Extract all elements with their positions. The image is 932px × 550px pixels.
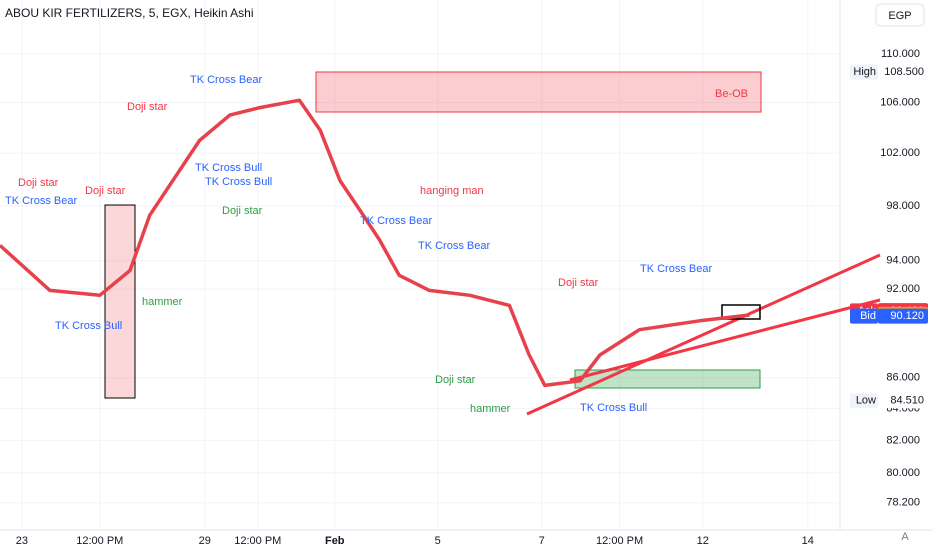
annotation: TK Cross Bear (640, 263, 712, 275)
price-line (0, 98, 750, 388)
y-tick-label: 106.000 (880, 97, 920, 109)
annotation: TK Cross Bear (418, 240, 490, 252)
annotation: TK Cross Bull (55, 320, 122, 332)
price-tag-name: High (853, 66, 876, 78)
y-tick-label: 102.000 (880, 147, 920, 159)
price-tag-value: 84.510 (890, 395, 924, 407)
annotation: hanging man (420, 185, 484, 197)
x-tick-label: 12:00 PM (234, 535, 281, 547)
trend-line (569, 298, 881, 382)
price-tag (878, 308, 928, 324)
price-tag-name-bg (850, 308, 878, 324)
y-tick-label: 86.000 (886, 372, 920, 384)
overlays (104, 71, 881, 416)
price-tag (878, 393, 928, 409)
y-tick-label: 92.000 (886, 283, 920, 295)
x-tick-label: 12:00 PM (76, 535, 123, 547)
annotation: Doji star (558, 277, 599, 289)
x-tick-label: 23 (16, 535, 28, 547)
annotation: Doji star (18, 177, 59, 189)
order-block (315, 71, 762, 113)
price-tag-name-bg (850, 393, 878, 409)
grid (0, 0, 840, 530)
price-tag-value: 108.500 (884, 66, 924, 78)
price-tag-name: Low (856, 395, 876, 407)
auto-scale[interactable]: A (901, 531, 909, 543)
annotation: Doji star (435, 374, 476, 386)
current-box (721, 304, 761, 320)
currency[interactable]: EGP (888, 10, 911, 22)
annotation: Doji star (222, 205, 263, 217)
annotation: Doji star (127, 101, 168, 113)
trend-line (526, 253, 881, 416)
y-tick-label: 80.000 (886, 467, 920, 479)
x-tick-label: 12 (697, 535, 709, 547)
price-tag-value: 90.120 (890, 310, 924, 322)
x-tick-label: 29 (199, 535, 211, 547)
y-tick-label: 82.000 (886, 434, 920, 446)
price-tag (878, 64, 928, 80)
y-tick-label: 98.000 (886, 200, 920, 212)
annotation: hammer (142, 296, 183, 308)
zone-label: Be-OB (715, 88, 748, 100)
y-tick-label: 94.000 (886, 255, 920, 267)
annotation: TK Cross Bull (580, 402, 647, 414)
annotation: TK Cross Bear (5, 195, 77, 207)
x-tick-label: 12:00 PM (596, 535, 643, 547)
currency-box[interactable] (875, 3, 925, 27)
highlight-box (104, 204, 136, 399)
price-tag-name: Bid (860, 310, 876, 322)
x-tick-label: 7 (539, 535, 545, 547)
price-tag-name-bg (850, 64, 878, 80)
x-tick-label: 5 (435, 535, 441, 547)
annotation: TK Cross Bull (205, 176, 272, 188)
x-tick-label: Feb (325, 535, 345, 547)
chart-title: ABOU KIR FERTILIZERS, 5, EGX, Heikin Ash… (5, 6, 254, 20)
y-tick-label: 110.000 (881, 48, 920, 60)
annotation: TK Cross Bear (360, 215, 432, 227)
annotation: TK Cross Bear (190, 74, 262, 86)
annotation: Doji star (85, 185, 126, 197)
annotation: hammer (470, 403, 511, 415)
y-tick-label: 78.200 (886, 497, 920, 509)
x-tick-label: 14 (802, 535, 814, 547)
annotation: TK Cross Bull (195, 162, 262, 174)
